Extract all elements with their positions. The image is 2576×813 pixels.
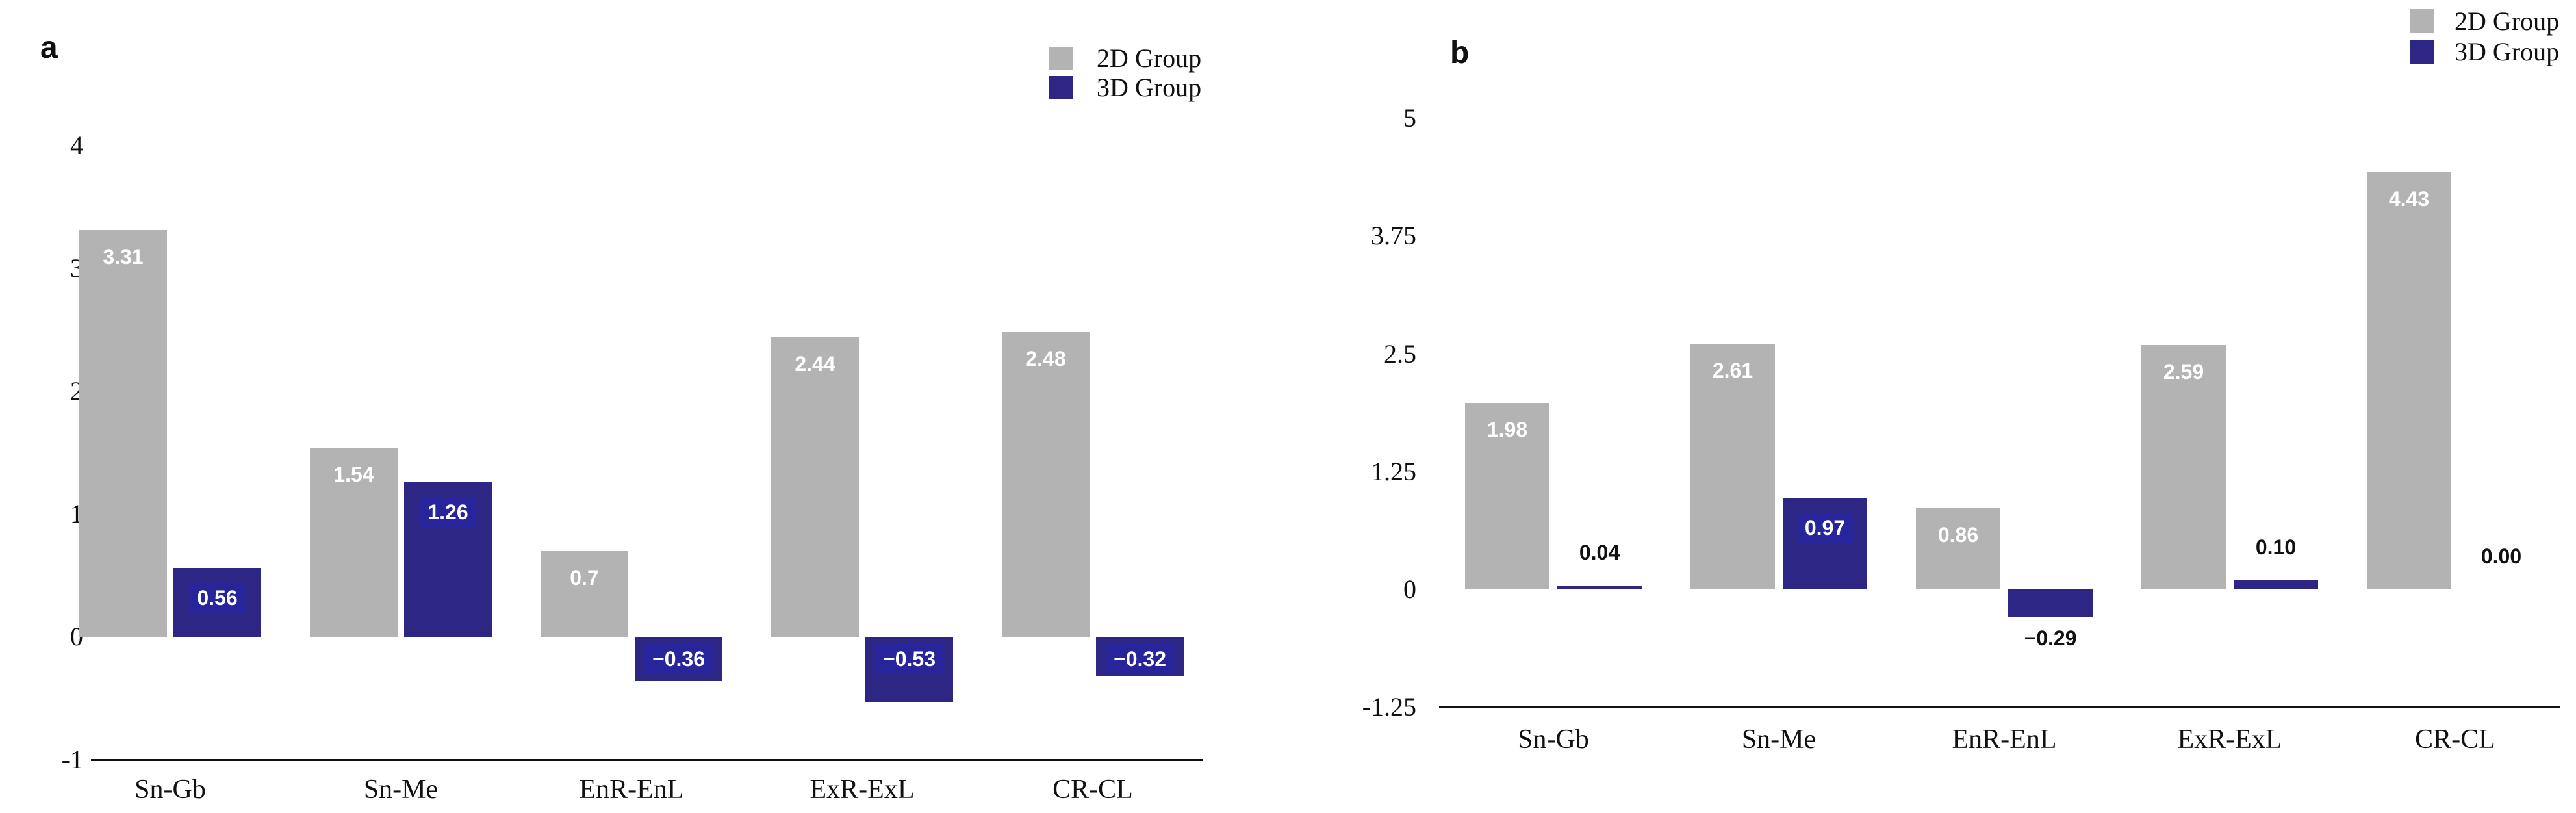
bar-2d-exr-exl: [2141, 345, 2226, 589]
y-tick-label: 4: [70, 131, 83, 160]
bar-label-2d-enr-enl: 0.86: [1893, 523, 2023, 547]
bar-label-text: 1.26: [420, 497, 476, 527]
bar-3d-sn-me: [1783, 498, 1867, 589]
x-axis-line: [1439, 706, 2560, 709]
panel-label-a: a: [40, 31, 58, 65]
bar-label-text: 1.54: [333, 462, 374, 486]
bar-label-text: 0.56: [189, 583, 246, 613]
legend-label-3d-group: 3D Group: [2455, 36, 2560, 66]
legend-swatch-3d-group: [2410, 40, 2434, 64]
y-tick-label: 1.25: [1371, 456, 1416, 486]
bar-label-3d-sn-me: 1.26: [383, 497, 513, 527]
x-category-label-sn-me: Sn-Me: [1741, 725, 1817, 755]
bar-label-text: 0.04: [1579, 541, 1620, 565]
y-tick-label: 5: [1403, 103, 1416, 133]
bar-label-text: −0.32: [1106, 644, 1174, 674]
bar-label-text: 0.97: [1796, 513, 1854, 543]
bar-2d-cr-cl: [2367, 172, 2451, 589]
bar-label-text: 0.86: [1937, 523, 1979, 547]
bar-label-text: 2.59: [2163, 360, 2204, 384]
bar-3d-enr-enl: [2008, 589, 2093, 617]
bar-label-text: −0.36: [644, 644, 713, 674]
bar-2d-sn-me: [1690, 343, 1775, 589]
bar-label-3d-enr-enl: −0.29: [1985, 626, 2115, 650]
bar-label-2d-enr-enl: 0.7: [520, 566, 650, 589]
bar-label-text: −0.29: [2024, 626, 2077, 651]
bar-label-text: 3.31: [103, 245, 144, 269]
bar-2d-sn-me: [310, 447, 398, 637]
y-tick-label: 0: [70, 622, 83, 651]
bar-label-2d-sn-me: 1.54: [289, 463, 419, 486]
x-category-label-exr-exl: ExR-ExL: [2177, 725, 2282, 755]
y-tick-label: 2.5: [1384, 339, 1416, 368]
bar-label-3d-sn-me: 0.97: [1760, 513, 1890, 543]
panel-label-b: b: [1450, 36, 1470, 70]
bar-label-3d-cr-cl: −0.32: [1075, 644, 1205, 674]
legend-label-3d-group: 3D Group: [1097, 73, 1202, 102]
bar-label-3d-sn-gb: 0.56: [153, 583, 283, 613]
y-tick-label: -1.25: [1362, 692, 1416, 722]
bar-label-text: 2.44: [795, 352, 835, 376]
bar-label-3d-sn-gb: 0.04: [1535, 541, 1664, 564]
bar-label-2d-sn-gb: 1.98: [1442, 418, 1572, 441]
bar-label-text: 0.00: [2480, 545, 2522, 568]
bar-label-2d-exr-exl: 2.44: [750, 352, 880, 376]
bar-2d-enr-enl: [1916, 508, 2000, 589]
y-tick-label: 3.75: [1371, 221, 1416, 251]
bar-label-text: 0.10: [2255, 535, 2297, 559]
x-category-label-enr-enl: EnR-EnL: [1952, 725, 2057, 755]
x-category-label-sn-gb: Sn-Gb: [1518, 725, 1589, 755]
bar-label-text: 1.98: [1486, 417, 1528, 441]
bar-2d-sn-gb: [1465, 402, 1549, 589]
bar-3d-sn-gb: [1557, 586, 1642, 589]
x-category-label-sn-me: Sn-Me: [363, 775, 439, 805]
legend-label-2d-group: 2D Group: [2455, 6, 2560, 36]
bar-label-3d-exr-exl: −0.53: [845, 644, 975, 674]
bar-label-2d-exr-exl: 2.59: [2119, 360, 2249, 383]
y-tick-label: -1: [61, 745, 83, 774]
bar-label-3d-cr-cl: 0.00: [2436, 545, 2566, 568]
bar-label-text: 0.7: [570, 565, 599, 589]
x-category-label-exr-exl: ExR-ExL: [810, 775, 915, 805]
bar-label-text: 2.48: [1025, 347, 1066, 371]
bar-3d-exr-exl: [2234, 580, 2318, 589]
bar-label-2d-sn-me: 2.61: [1668, 359, 1798, 382]
y-tick-label: 0: [1403, 574, 1416, 604]
bar-label-2d-cr-cl: 4.43: [2344, 187, 2474, 211]
bar-label-3d-enr-enl: −0.36: [614, 644, 744, 674]
y-tick-label: 2: [70, 376, 83, 406]
bar-2d-sn-gb: [79, 230, 167, 637]
bar-label-text: 2.61: [1712, 358, 1753, 382]
bar-2d-exr-exl: [771, 337, 859, 637]
x-category-label-sn-gb: Sn-Gb: [134, 775, 206, 805]
x-axis-line: [91, 759, 1203, 761]
legend-swatch-2d-group: [1049, 47, 1073, 70]
bar-label-2d-sn-gb: 3.31: [58, 245, 188, 268]
legend-swatch-3d-group: [1049, 76, 1073, 99]
y-tick-label: 1: [70, 499, 83, 528]
bar-label-text: 4.43: [2388, 187, 2430, 211]
bar-label-2d-cr-cl: 2.48: [981, 347, 1111, 370]
x-category-label-enr-enl: EnR-EnL: [579, 775, 684, 805]
bar-2d-cr-cl: [1002, 332, 1090, 637]
bar-label-3d-exr-exl: 0.10: [2211, 536, 2341, 559]
legend-swatch-2d-group: [2410, 9, 2434, 33]
x-category-label-cr-cl: CR-CL: [2415, 725, 2495, 755]
legend-label-2d-group: 2D Group: [1097, 44, 1202, 73]
bar-2d-enr-enl: [541, 550, 628, 637]
bar-label-text: −0.53: [875, 644, 943, 674]
x-category-label-cr-cl: CR-CL: [1052, 775, 1133, 805]
